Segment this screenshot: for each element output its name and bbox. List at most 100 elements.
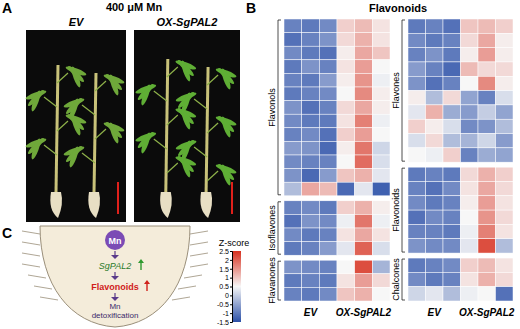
heatmap-cell — [408, 19, 426, 33]
tick: -1 — [223, 310, 232, 317]
heatmap-cell — [355, 201, 373, 215]
heatmap-cell — [461, 258, 479, 272]
root-diagram — [22, 226, 208, 327]
leaf — [108, 122, 120, 144]
root-hair — [22, 231, 40, 234]
heatmap-cell — [461, 119, 479, 133]
heatmap-cell — [372, 260, 390, 274]
heatmap-cell — [319, 141, 337, 155]
tick: 2 — [225, 257, 232, 264]
heatmap-cell — [319, 60, 337, 74]
heatmap-cell — [284, 169, 302, 183]
heatmap-cell — [372, 73, 390, 87]
tick-label: -1.5 — [217, 319, 229, 326]
heatmap-cell — [319, 274, 337, 288]
heatmap-cell — [461, 287, 479, 301]
heatmap-cell — [355, 60, 373, 74]
heatmap-cell — [337, 128, 355, 142]
branch — [154, 139, 167, 149]
group-bracket — [278, 20, 281, 195]
heatmap-cell — [319, 228, 337, 242]
color-bar-axis-line — [230, 252, 233, 323]
heatmap-cell — [478, 48, 496, 62]
heatmap-cell — [284, 128, 302, 142]
heatmap-cell — [408, 224, 426, 238]
heatmap-cell — [496, 76, 514, 90]
heatmap-cell — [443, 105, 461, 119]
heatmap-cell — [302, 242, 320, 256]
heatmap-cell — [302, 287, 320, 301]
figure: ABC400 μM MnEVOX-SgPAL2FlavonoidsFlavono… — [0, 0, 520, 329]
group-bracket — [402, 20, 405, 161]
heatmap-cell — [319, 114, 337, 128]
heatmap-cell — [496, 105, 514, 119]
heatmap-cell — [443, 134, 461, 148]
tick: 2.5 — [219, 248, 232, 255]
branch — [44, 145, 57, 155]
heatmap-cell — [355, 141, 373, 155]
leaf — [220, 164, 232, 186]
heatmap-cell — [355, 242, 373, 256]
heatmap-cell — [337, 287, 355, 301]
branch — [44, 97, 57, 107]
heatmap-cell — [372, 201, 390, 215]
heatmap-cell — [408, 48, 426, 62]
heatmap-cell — [408, 210, 426, 224]
heatmap-cell — [461, 48, 479, 62]
heatmap-cell — [284, 228, 302, 242]
heatmap-cell — [302, 274, 320, 288]
heatmap-cell — [319, 73, 337, 87]
heatmap-cell — [319, 101, 337, 115]
heatmap-cell — [478, 287, 496, 301]
heatmap-cell — [426, 167, 444, 181]
heatmap-cell — [426, 224, 444, 238]
heatmap-cell — [443, 19, 461, 33]
leaf — [180, 60, 192, 82]
heatmap-cell — [426, 105, 444, 119]
heatmap-cell — [355, 155, 373, 169]
heatmap-cell — [443, 287, 461, 301]
heatmap-cell — [319, 287, 337, 301]
heatmap-cell — [319, 87, 337, 101]
color-bar-axis: 2.521.510.50-0.5-1-1.5 — [217, 248, 233, 326]
root-hair — [40, 297, 58, 300]
heatmap-cell — [461, 272, 479, 286]
heatmap-cell — [426, 91, 444, 105]
heatmap-cell — [443, 91, 461, 105]
branch — [167, 163, 178, 173]
heatmap-cell — [302, 260, 320, 274]
heatmap-cell — [426, 76, 444, 90]
panel-label: A — [2, 0, 12, 16]
heatmap-cell — [337, 260, 355, 274]
heatmap-cell — [372, 155, 390, 169]
root-hair — [190, 231, 208, 234]
heatmap-cell — [461, 167, 479, 181]
heatmap-cell — [284, 260, 302, 274]
heatmap-cell — [284, 114, 302, 128]
heatmap-cell — [372, 141, 390, 155]
heatmap-cell — [302, 46, 320, 60]
heatmap-cell — [372, 182, 390, 196]
heatmap-cell — [372, 228, 390, 242]
heatmap-cell — [496, 91, 514, 105]
heatmap-cell — [302, 214, 320, 228]
heatmap-cell — [496, 181, 514, 195]
heatmap-cell — [355, 87, 373, 101]
gene-label: SgPAL2 — [99, 261, 131, 271]
tick-label: 1 — [225, 274, 229, 281]
heatmap-cell — [284, 60, 302, 74]
heatmap-cell — [302, 228, 320, 242]
tick: 1.5 — [219, 265, 232, 272]
branch — [57, 121, 68, 131]
heatmap-cell — [284, 101, 302, 115]
heatmap-cell — [478, 119, 496, 133]
group-label: Isoflavones — [267, 205, 277, 251]
heatmap-cell — [443, 33, 461, 47]
heatmap-cell — [284, 287, 302, 301]
sample-label: EV — [69, 16, 85, 28]
heatmap-cell — [478, 148, 496, 162]
branch — [167, 115, 178, 125]
heatmap-cell — [496, 19, 514, 33]
color-bar-title: Z-score — [219, 238, 250, 248]
leaf — [180, 140, 192, 162]
